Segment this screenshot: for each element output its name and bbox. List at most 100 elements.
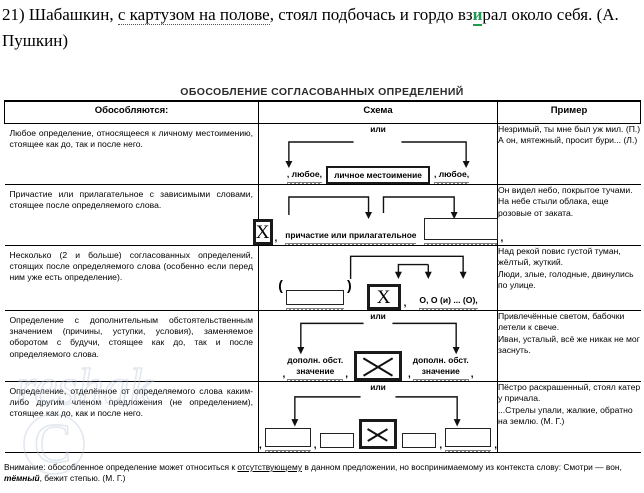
example-line: Над рекой повис густой туман, жёлтый, жу…: [498, 246, 621, 268]
table-header-row: Обособляются: Схема Пример: [4, 100, 641, 124]
scheme-comma: ,: [313, 440, 317, 451]
note-body-1: обособленное определение может относитьс…: [45, 462, 238, 472]
exercise-text-after: рал около себя. (А. Пушкин): [2, 5, 619, 50]
wavy-underline-icon: [419, 306, 478, 310]
rule-text: Несколько (2 и больше) согласованных опр…: [9, 250, 254, 283]
attention-note: Внимание: обособленное определение может…: [4, 462, 640, 484]
exercise-text-before: Шабашкин,: [28, 5, 118, 24]
example-line: ...Стрелы упали, жалкие, обратно на земл…: [498, 404, 633, 427]
header-rule: Обособляются:: [4, 100, 259, 124]
scheme-adverbial-line2: значение: [296, 365, 335, 376]
scheme-comma: ,: [494, 440, 497, 451]
exercise-number: 21): [2, 5, 25, 24]
scheme-empty-box: [424, 218, 499, 240]
scheme-x-box: [354, 351, 402, 381]
table-row: Определение, отделённое от определяемого…: [4, 381, 641, 453]
scheme-definition-box: [264, 428, 311, 447]
scheme-x-label: X: [376, 286, 391, 308]
scheme-comma: ,: [274, 233, 278, 244]
example-cell: Незримый, ты мне был уж мил. (П.) А он, …: [497, 123, 641, 185]
scheme-cell: или , , , ,: [258, 381, 498, 453]
rule-cell: Несколько (2 и больше) согласованных опр…: [4, 245, 259, 311]
example-line: Он видел небо, покрытое тучами.: [498, 185, 633, 195]
scheme-comma: ,: [345, 369, 348, 380]
note-body-3: , бежит степью. (М. Г.): [39, 473, 126, 483]
exercise-text: 21) Шабашкин, с картузом на полове, стоя…: [0, 0, 644, 54]
rule-text: Определение, отделённое от определяемого…: [9, 386, 254, 419]
scheme-right-label: , любое,: [433, 169, 470, 179]
scheme-definition-box-wrap: [264, 428, 311, 452]
scheme-participle-label-wrap: причастие или прилагательное: [285, 230, 417, 245]
rule-cell: Причастие или прилагательное с зависимым…: [4, 184, 259, 246]
wavy-underline-icon: [285, 241, 417, 245]
table-row: Любое определение, относящееся к личному…: [4, 123, 641, 185]
wavy-underline-icon: [287, 377, 344, 381]
table-row: Несколько (2 и больше) согласованных опр…: [4, 245, 641, 311]
scheme-cell: или , дополн. обст. значение , , дополн.…: [258, 310, 498, 382]
scheme-definition-box: [445, 428, 492, 447]
rule-text: Причастие или прилагательное с зависимым…: [9, 189, 254, 211]
scheme-adverbial-left: дополн. обст. значение: [287, 355, 344, 381]
scheme-cell: X , причастие или прилагательное ,: [252, 184, 503, 246]
scheme-adverbial-line1: дополн. обст.: [287, 355, 344, 365]
scheme-other-member-box: [319, 433, 355, 448]
example-line: Иван, усталый, всё же никак не мог засну…: [498, 333, 640, 356]
table-title: ОБОСОБЛЕНИЕ СОГЛАСОВАННЫХ ОПРЕДЕЛЕНИЙ: [180, 86, 464, 98]
example-cell: Пёстро раскрашенный, стоял катер у прича…: [497, 381, 641, 453]
scheme-or-label: или: [367, 124, 389, 134]
wavy-underline-icon: [412, 377, 469, 381]
table-row: Причастие или прилагательное с зависимым…: [4, 184, 641, 246]
rule-cell: Определение, отделённое от определяемого…: [4, 381, 259, 453]
scheme-adverbial-line2: значение: [421, 365, 460, 376]
scheme-adverbial-right: дополн. обст. значение: [412, 355, 469, 381]
wavy-underline-icon: [285, 306, 344, 310]
scheme-x-box: X: [366, 284, 401, 310]
wavy-underline-icon: [433, 180, 470, 184]
example-line: Пёстро раскрашенный, стоял катер у прича…: [498, 382, 641, 404]
scheme-comma: ,: [259, 440, 262, 451]
wavy-underline-icon: [264, 448, 311, 452]
rule-text: Любое определение, относящееся к личному…: [9, 128, 254, 150]
note-italic-word: тёмный: [4, 473, 40, 483]
note-body-2: в данном предложении, но воспринимаемому…: [302, 462, 622, 472]
scheme-empty-box-wrap: [424, 218, 499, 245]
scheme-def-box-wrap: [285, 290, 344, 310]
table-row: Определение с дополнительным обстоятельс…: [4, 310, 641, 382]
scheme-comma: ,: [439, 440, 443, 451]
example-cell: Над рекой повис густой туман, жёлтый, жу…: [497, 245, 641, 311]
scheme-series-label: О, О (и) ... (О),: [419, 295, 478, 305]
header-scheme: Схема: [258, 100, 498, 124]
wavy-underline-icon: [286, 180, 323, 184]
example-line: Привлечённые светом, бабочки летели к св…: [498, 311, 625, 333]
scheme-empty-box: [285, 290, 344, 305]
scheme-x-box: [359, 419, 397, 449]
scheme-paren-open: (: [278, 277, 283, 293]
scheme-definition-box-wrap: [445, 428, 492, 452]
wavy-underline-icon: [424, 241, 499, 245]
scheme-x-box: X: [252, 219, 273, 245]
example-line: На небе стыли облака, еще розовые от зак…: [498, 196, 609, 218]
scheme-comma: ,: [500, 233, 504, 244]
example-cell: Он видел небо, покрытое тучами. На небе …: [497, 184, 641, 246]
scheme-or-label: или: [367, 382, 389, 392]
scheme-x-label: X: [255, 221, 270, 243]
exercise-text-mid: , стоял подбочась и гордо вз: [269, 5, 473, 24]
rule-text: Определение с дополнительным обстоятельс…: [9, 315, 254, 359]
wavy-underline-icon: [445, 448, 492, 452]
example-line: Люди, злые, голодные, двинулись по улице…: [498, 268, 634, 291]
example-cell: Привлечённые светом, бабочки летели к св…: [497, 310, 641, 382]
note-underlined-word: отсутствующему: [237, 462, 303, 472]
rule-cell: Любое определение, относящееся к личному…: [4, 123, 259, 185]
scheme-or-label: или: [367, 311, 389, 321]
scheme-comma: ,: [408, 369, 411, 380]
header-example: Пример: [497, 100, 641, 124]
scheme-cell: ( ) X , О, О (и) ... (О),: [258, 245, 498, 311]
scheme-left-label: , любое,: [286, 169, 323, 179]
note-prefix: Внимание:: [4, 462, 46, 472]
scheme-comma: ,: [282, 369, 286, 380]
scheme-pronoun-box: личное местоимение: [326, 166, 430, 184]
example-line: Незримый, ты мне был уж мил. (П.): [498, 124, 641, 134]
scheme-adverbial-line1: дополн. обст.: [412, 355, 469, 365]
rules-table-block: ОБОСОБЛЕНИЕ СОГЛАСОВАННЫХ ОПРЕДЕЛЕНИЙ Об…: [4, 86, 641, 453]
scheme-left-any: , любое,: [286, 169, 323, 184]
